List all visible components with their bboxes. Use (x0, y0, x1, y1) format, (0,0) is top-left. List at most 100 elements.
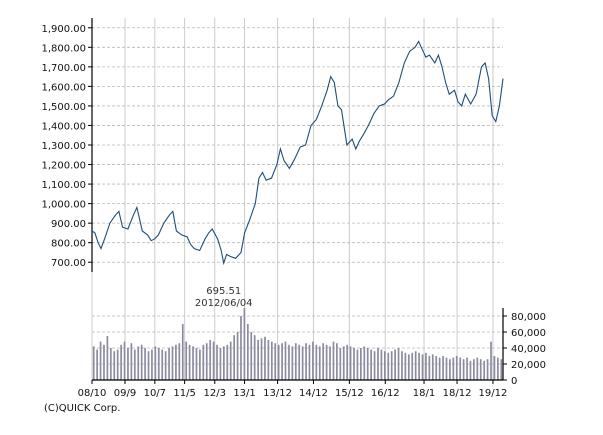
volume-bar (243, 308, 246, 380)
volume-bar (435, 356, 438, 380)
volume-bar (192, 346, 194, 380)
volume-bar (157, 348, 160, 380)
volume-bar (428, 356, 431, 380)
volume-bar (473, 359, 475, 380)
volume-bar (202, 344, 205, 380)
volume-bar (329, 346, 331, 380)
volume-bar (342, 346, 345, 380)
x-tick-label: 08/10 (78, 388, 107, 399)
volume-bar (96, 349, 98, 380)
volume-bar (130, 343, 133, 380)
y-tick-label: 800.00 (51, 239, 86, 250)
volume-bar (216, 344, 218, 380)
y-tick-label: 1,100.00 (41, 180, 86, 191)
y-tick-label: 1,200.00 (41, 161, 86, 172)
volume-bar (366, 348, 369, 380)
volume-bar (270, 341, 273, 380)
volume-bar (236, 332, 239, 380)
volume-bar (144, 348, 146, 380)
volume-bar (181, 324, 184, 380)
volume-bar (497, 357, 499, 380)
volume-bar (195, 348, 198, 380)
volume-bar (414, 351, 417, 380)
x-tick-label: 14/12 (299, 388, 328, 399)
volume-bar (346, 344, 349, 380)
x-tick-label: 15/12 (335, 388, 364, 399)
volume-bar (257, 340, 259, 380)
volume-bar (253, 335, 256, 380)
volume-bar (425, 352, 427, 380)
x-tick-label: 10/7 (144, 388, 166, 399)
volume-bar (349, 346, 352, 380)
volume-bar (175, 344, 177, 380)
x-tick-label: 18/1 (413, 388, 435, 399)
y-tick-label: 700.00 (51, 258, 86, 269)
volume-bar (442, 356, 444, 380)
volume-bar (308, 344, 311, 380)
volume-bar (325, 344, 328, 380)
volume-bar (123, 341, 126, 380)
volume-bar (240, 316, 242, 380)
volume-bar (462, 359, 465, 380)
volume-bar (185, 341, 188, 380)
volume-bar (383, 351, 386, 380)
volume-bar (500, 359, 503, 380)
volume-tick-label: 20,000 (511, 360, 546, 371)
volume-bar (411, 352, 414, 380)
volume-bar (459, 357, 462, 380)
volume-bar (404, 352, 407, 380)
volume-bar (390, 351, 393, 380)
x-tick-label: 16/12 (371, 388, 400, 399)
volume-bar (205, 343, 208, 380)
volume-bar (151, 349, 153, 380)
volume-bar (373, 351, 376, 380)
volume-bar (360, 348, 362, 380)
volume-bar (199, 349, 201, 380)
volume-bar (431, 354, 434, 380)
volume-bar (363, 346, 366, 380)
volume-bar (233, 335, 235, 380)
volume-bar (318, 346, 321, 380)
volume-bar (315, 344, 318, 380)
y-tick-label: 1,700.00 (41, 63, 86, 74)
low-point-date: 2012/06/04 (195, 298, 253, 309)
x-tick-label: 13/12 (263, 388, 292, 399)
volume-bar (99, 341, 102, 380)
volume-bar (291, 346, 294, 380)
volume-bar (356, 349, 359, 380)
volume-bar (246, 324, 249, 380)
x-tick-label: 12/3 (204, 388, 226, 399)
volume-tick-label: 0 (511, 376, 517, 387)
volume-bar (147, 351, 150, 380)
volume-bar (438, 357, 441, 380)
volume-bar (171, 346, 174, 380)
x-tick-label: 19/12 (479, 388, 508, 399)
volume-bar (133, 349, 136, 380)
volume-bar (212, 341, 215, 380)
volume-bar (168, 348, 170, 380)
volume-bar (377, 348, 379, 380)
volume-bar (223, 346, 225, 380)
volume-bar (116, 349, 119, 380)
volume-bar (445, 357, 448, 380)
volume-bar (106, 336, 109, 380)
volume-bar (339, 348, 342, 380)
volume-bar (401, 351, 403, 380)
volume-bar (449, 359, 451, 380)
volume-bar (103, 344, 105, 380)
y-tick-label: 1,900.00 (41, 24, 86, 35)
volume-bar (452, 357, 455, 380)
volume-bar (226, 344, 229, 380)
volume-bar (140, 344, 143, 380)
volume-bar (370, 349, 372, 380)
volume-bar (209, 340, 212, 380)
volume-bar (455, 356, 458, 380)
volume-bar (178, 343, 181, 380)
y-tick-label: 1,000.00 (41, 200, 86, 211)
y-tick-label: 1,600.00 (41, 82, 86, 93)
volume-bar (380, 349, 383, 380)
volume-bar (387, 352, 390, 380)
volume-bar (161, 349, 164, 380)
volume-bar (336, 343, 338, 380)
